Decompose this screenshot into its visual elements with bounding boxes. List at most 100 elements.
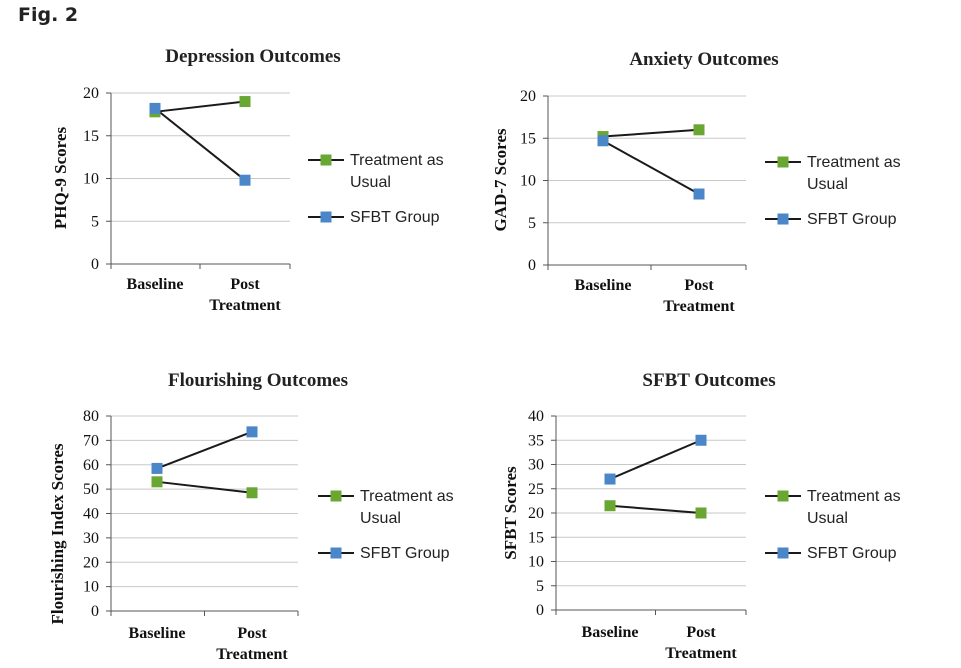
legend-label-line: Usual bbox=[350, 174, 391, 191]
legend-label-line: SFBT Group bbox=[350, 209, 440, 226]
x-tick-label-line: Baseline bbox=[127, 276, 184, 293]
x-tick-label: Post Treatment bbox=[216, 625, 288, 663]
x-tick-label-line: Post bbox=[684, 277, 714, 294]
legend-label: SFBT Group bbox=[360, 545, 450, 562]
legend-label: Treatment as Usual bbox=[350, 152, 444, 191]
y-tick-label: 5 bbox=[528, 215, 536, 232]
legend-marker bbox=[330, 490, 342, 502]
legend-label-line: Treatment as bbox=[807, 154, 901, 171]
x-tick-label-line: Baseline bbox=[129, 625, 186, 642]
legend-marker bbox=[320, 211, 332, 223]
y-tick-label: 0 bbox=[91, 603, 99, 620]
legend-marker bbox=[777, 547, 789, 559]
data-point-marker bbox=[246, 487, 258, 499]
x-tick-label: Post Treatment bbox=[665, 624, 737, 662]
data-point-marker bbox=[693, 188, 705, 200]
y-tick-label: 30 bbox=[83, 530, 99, 547]
legend-label: SFBT Group bbox=[807, 545, 897, 562]
y-tick-label: 5 bbox=[91, 213, 99, 230]
data-point-marker bbox=[239, 174, 251, 186]
y-tick-label: 5 bbox=[536, 578, 544, 595]
x-tick-label: Post Treatment bbox=[209, 276, 281, 314]
series-line bbox=[156, 480, 253, 494]
x-tick-label-line: Post bbox=[230, 276, 260, 293]
legend-label: Treatment as Usual bbox=[807, 154, 901, 193]
y-tick-label: 10 bbox=[528, 554, 544, 571]
legend-marker bbox=[777, 156, 789, 168]
x-tick-label-line: Post bbox=[237, 625, 267, 642]
chart-title: Flourishing Outcomes bbox=[168, 370, 348, 391]
legend-label: Treatment as Usual bbox=[807, 488, 901, 527]
y-tick-label: 35 bbox=[528, 432, 544, 449]
y-tick-label: 80 bbox=[83, 408, 99, 425]
chart-title: SFBT Outcomes bbox=[642, 370, 775, 391]
chart-panel-4: SFBT Outcomes SFBT Scores 0 5 10 15 20 25 30 35 40… bbox=[501, 370, 901, 662]
x-tick-label-line: Treatment bbox=[216, 646, 288, 663]
y-tick-label: 20 bbox=[520, 88, 536, 105]
y-axis-label: PHQ-9 Scores bbox=[51, 127, 70, 230]
y-tick-label: 30 bbox=[528, 457, 544, 474]
legend-label-line: Usual bbox=[360, 510, 401, 527]
data-point-marker bbox=[151, 462, 163, 474]
legend-label-line: SFBT Group bbox=[360, 545, 450, 562]
x-tick-label: Post Treatment bbox=[663, 277, 735, 315]
legend-label-line: Usual bbox=[807, 176, 848, 193]
figure-label: Fig. 2 bbox=[18, 4, 79, 26]
data-point-marker bbox=[151, 476, 163, 488]
y-tick-label: 0 bbox=[91, 256, 99, 273]
x-tick-label: Baseline bbox=[582, 624, 639, 641]
data-point-marker bbox=[149, 102, 161, 114]
series-line bbox=[602, 139, 700, 195]
series-line bbox=[609, 439, 702, 480]
chart-panel-3: Flourishing Outcomes Flourishing Index Sc… bbox=[48, 370, 454, 663]
data-point-marker bbox=[239, 96, 251, 108]
legend-label: SFBT Group bbox=[807, 211, 897, 228]
series-line bbox=[156, 430, 253, 470]
y-tick-label: 20 bbox=[528, 505, 544, 522]
y-tick-label: 15 bbox=[83, 128, 99, 145]
y-tick-label: 20 bbox=[83, 554, 99, 571]
chart-panel-2: Anxiety Outcomes GAD-7 Scores 0 5 10 15 20 Base… bbox=[491, 49, 901, 315]
y-tick-label: 0 bbox=[528, 257, 536, 274]
x-tick-label: Baseline bbox=[127, 276, 184, 293]
y-tick-label: 0 bbox=[536, 602, 544, 619]
data-point-marker bbox=[597, 135, 609, 147]
x-tick-label: Baseline bbox=[575, 277, 632, 294]
data-point-marker bbox=[246, 426, 258, 438]
legend-marker bbox=[320, 154, 332, 166]
legend-label-line: SFBT Group bbox=[807, 211, 897, 228]
legend-marker bbox=[330, 547, 342, 559]
series-line bbox=[602, 128, 700, 138]
x-tick-label-line: Baseline bbox=[575, 277, 632, 294]
y-tick-label: 70 bbox=[83, 432, 99, 449]
data-point-marker bbox=[604, 500, 616, 512]
series-line bbox=[154, 107, 246, 181]
data-point-marker bbox=[693, 124, 705, 136]
y-tick-label: 40 bbox=[83, 506, 99, 523]
y-tick-label: 25 bbox=[528, 481, 544, 498]
y-axis-label: GAD-7 Scores bbox=[491, 128, 510, 231]
legend-label-line: Treatment as bbox=[360, 488, 454, 505]
legend-label-line: Treatment as bbox=[807, 488, 901, 505]
series-line bbox=[609, 504, 702, 514]
x-tick-label-line: Baseline bbox=[582, 624, 639, 641]
legend-marker bbox=[777, 213, 789, 225]
data-point-marker bbox=[695, 507, 707, 519]
legend-label: Treatment as Usual bbox=[360, 488, 454, 527]
legend-label-line: Usual bbox=[807, 510, 848, 527]
legend-marker bbox=[777, 490, 789, 502]
y-axis-label: Flourishing Index Scores bbox=[48, 443, 67, 624]
data-point-marker bbox=[695, 434, 707, 446]
x-tick-label-line: Treatment bbox=[663, 298, 735, 315]
data-point-marker bbox=[604, 473, 616, 485]
legend-label: SFBT Group bbox=[350, 209, 440, 226]
series-line bbox=[154, 100, 246, 113]
chart-panel-1: Depression Outcomes PHQ-9 Scores 0 5 10 15 20 B… bbox=[51, 46, 444, 314]
y-tick-label: 10 bbox=[520, 173, 536, 190]
y-tick-label: 20 bbox=[83, 85, 99, 102]
x-tick-label: Baseline bbox=[129, 625, 186, 642]
y-axis-label: SFBT Scores bbox=[501, 466, 520, 560]
x-tick-label-line: Treatment bbox=[209, 297, 281, 314]
chart-title: Depression Outcomes bbox=[165, 46, 340, 67]
